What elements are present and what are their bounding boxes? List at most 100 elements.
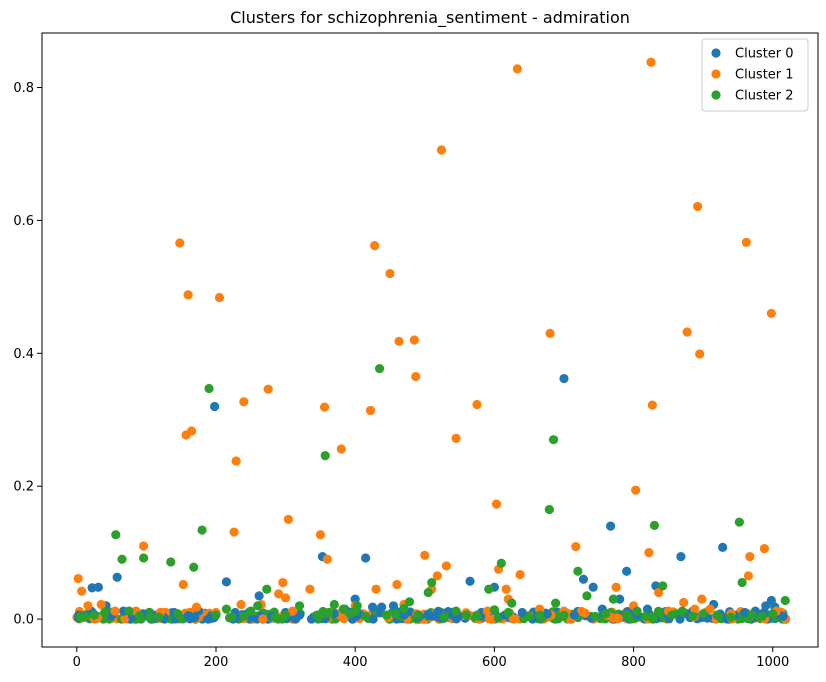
data-point xyxy=(688,611,698,622)
legend-marker xyxy=(711,90,721,100)
data-point xyxy=(377,602,387,612)
data-point xyxy=(712,610,722,620)
data-point xyxy=(367,602,378,612)
data-point xyxy=(571,542,581,552)
data-point xyxy=(204,383,214,394)
data-point xyxy=(778,611,788,622)
data-point xyxy=(370,241,380,251)
data-point xyxy=(608,594,618,604)
data-point xyxy=(622,566,632,576)
data-point xyxy=(705,604,715,614)
data-point xyxy=(747,610,757,620)
data-point xyxy=(270,612,280,622)
data-point xyxy=(535,610,545,620)
data-point xyxy=(399,610,409,620)
data-point xyxy=(578,574,589,584)
data-point xyxy=(246,606,256,616)
data-point xyxy=(491,499,502,509)
data-point xyxy=(173,609,183,619)
data-point xyxy=(187,426,197,436)
data-point xyxy=(741,237,751,247)
data-point xyxy=(374,363,385,374)
x-tick-label: 400 xyxy=(343,655,368,670)
data-point xyxy=(654,587,664,598)
x-tick-label: 200 xyxy=(204,655,229,670)
data-point xyxy=(100,607,110,618)
data-point xyxy=(197,525,207,535)
data-point xyxy=(214,292,225,303)
data-point xyxy=(439,612,449,622)
data-point xyxy=(305,584,315,594)
points-layer xyxy=(72,57,791,624)
data-point xyxy=(411,371,421,382)
data-point xyxy=(371,584,381,594)
data-point xyxy=(191,602,202,612)
data-point xyxy=(361,611,371,622)
series-1 xyxy=(73,57,781,619)
data-point xyxy=(263,384,273,394)
data-point xyxy=(698,609,708,619)
data-point xyxy=(544,504,554,515)
data-point xyxy=(647,400,657,410)
data-point xyxy=(745,552,755,562)
legend-marker xyxy=(711,48,721,58)
data-point xyxy=(441,561,451,571)
data-point xyxy=(209,401,220,412)
data-point xyxy=(324,607,334,618)
data-point xyxy=(239,611,249,622)
data-point xyxy=(145,611,155,622)
plot-frame xyxy=(41,32,819,648)
data-point xyxy=(93,582,103,592)
data-point xyxy=(461,610,472,620)
data-point xyxy=(280,610,291,620)
data-point xyxy=(503,607,513,618)
legend-label: Cluster 2 xyxy=(735,89,794,104)
plot-area xyxy=(42,33,818,647)
data-point xyxy=(221,604,232,614)
data-point xyxy=(404,597,415,607)
data-point xyxy=(221,577,232,587)
legend-label: Cluster 1 xyxy=(735,68,794,83)
data-point xyxy=(676,552,686,562)
series-2 xyxy=(75,363,790,622)
data-point xyxy=(667,610,677,620)
data-point xyxy=(690,604,700,614)
data-point xyxy=(780,595,790,606)
data-point xyxy=(695,349,705,359)
data-point xyxy=(631,485,641,495)
data-point xyxy=(399,603,409,614)
baseline-point xyxy=(613,613,623,624)
data-point xyxy=(569,610,580,620)
data-point xyxy=(436,145,447,155)
data-point xyxy=(559,373,569,384)
data-point xyxy=(472,611,482,622)
data-point xyxy=(139,553,149,563)
data-point xyxy=(496,558,506,568)
data-point xyxy=(77,586,87,596)
data-point xyxy=(740,607,750,618)
data-point xyxy=(697,594,707,604)
baseline-point xyxy=(120,614,130,624)
data-point xyxy=(294,610,305,620)
legend: Cluster 0 Cluster 1 Cluster 2 xyxy=(701,38,809,112)
baseline-point xyxy=(368,614,378,624)
data-point xyxy=(80,612,90,622)
data-point xyxy=(677,606,687,616)
data-point xyxy=(423,587,433,598)
axes-layer: 0 200 400 600 800 1000 0.0 0.2 0.4 0.6 0.8 xyxy=(13,32,819,670)
data-point xyxy=(134,611,145,621)
data-point xyxy=(278,577,288,588)
data-point xyxy=(545,328,555,338)
y-tick-label: 0.0 xyxy=(13,613,34,628)
legend-label: Cluster 0 xyxy=(735,47,794,62)
legend-marker xyxy=(711,69,721,79)
data-point xyxy=(117,554,127,564)
data-point xyxy=(420,550,430,560)
data-point xyxy=(320,451,330,461)
data-point xyxy=(423,609,433,620)
data-point xyxy=(239,397,249,407)
data-point xyxy=(501,584,511,594)
data-point xyxy=(559,610,569,620)
data-point xyxy=(211,610,221,620)
data-point xyxy=(390,609,401,619)
